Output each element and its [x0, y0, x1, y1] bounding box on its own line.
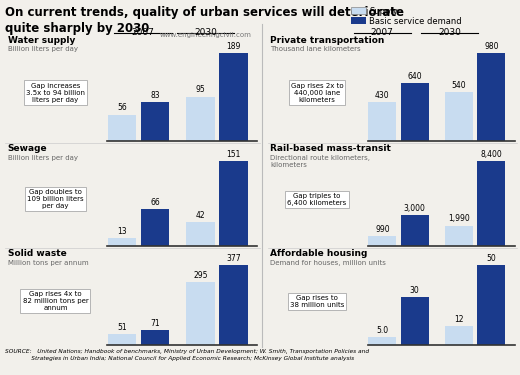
Text: Gap doubles to
109 billion liters
per day: Gap doubles to 109 billion liters per da… — [27, 189, 84, 209]
Bar — [368, 102, 396, 141]
Text: 540: 540 — [451, 81, 466, 90]
Text: 2007: 2007 — [132, 28, 154, 37]
Text: On current trends, quality of urban services will deteriorate
quite sharply by 2: On current trends, quality of urban serv… — [5, 6, 404, 34]
Bar — [445, 92, 473, 141]
Text: Gap rises to
38 million units: Gap rises to 38 million units — [290, 295, 344, 307]
Text: 2030: 2030 — [438, 28, 461, 37]
Text: 980: 980 — [484, 42, 499, 51]
Bar — [445, 226, 473, 246]
Text: 13: 13 — [118, 227, 127, 236]
Text: 8,400: 8,400 — [480, 150, 502, 159]
Text: Billion liters per day: Billion liters per day — [8, 155, 78, 161]
Text: 71: 71 — [150, 319, 160, 328]
Bar — [219, 161, 248, 246]
Text: 151: 151 — [226, 150, 241, 159]
Bar — [141, 102, 170, 141]
Bar — [477, 53, 505, 141]
Text: 56: 56 — [118, 104, 127, 112]
Bar — [141, 209, 170, 246]
Text: Private transportation: Private transportation — [270, 36, 385, 45]
Bar — [186, 222, 215, 246]
Bar — [401, 83, 428, 141]
Text: 1,990: 1,990 — [448, 214, 470, 223]
Text: 83: 83 — [150, 91, 160, 100]
Text: Gap rises 4x to
82 million tons per
annum: Gap rises 4x to 82 million tons per annu… — [22, 291, 88, 311]
Text: Affordable housing: Affordable housing — [270, 249, 368, 258]
Bar — [477, 161, 505, 246]
Text: Directional route kilometers,
kilometers: Directional route kilometers, kilometers — [270, 155, 370, 168]
Text: 42: 42 — [196, 211, 205, 220]
Text: Supply: Supply — [369, 8, 398, 16]
Text: Sewage: Sewage — [8, 144, 47, 153]
Bar — [186, 282, 215, 345]
Text: 990: 990 — [375, 225, 389, 234]
Text: 377: 377 — [226, 254, 241, 263]
Text: Gap triples to
6,400 kilometers: Gap triples to 6,400 kilometers — [288, 193, 346, 206]
Text: SOURCE:   United Nations; Handbook of benchmarks, Ministry of Urban Development;: SOURCE: United Nations; Handbook of benc… — [5, 350, 369, 354]
Bar — [186, 97, 215, 141]
Text: 12: 12 — [454, 315, 464, 324]
Bar — [219, 265, 248, 345]
Bar — [108, 115, 136, 141]
Text: 640: 640 — [407, 72, 422, 81]
Text: Basic service demand: Basic service demand — [369, 17, 462, 26]
Text: Rail-based mass-transit: Rail-based mass-transit — [270, 144, 391, 153]
Text: Strategies in Urban India; National Council for Applied Economic Research; McKin: Strategies in Urban India; National Coun… — [5, 356, 354, 361]
Text: Gap rises 2x to
440,000 lane
kilometers: Gap rises 2x to 440,000 lane kilometers — [291, 82, 343, 102]
Text: 430: 430 — [375, 91, 389, 100]
Text: Gap increases
3.5x to 94 billion
liters per day: Gap increases 3.5x to 94 billion liters … — [26, 82, 85, 102]
Bar — [219, 53, 248, 141]
Bar — [401, 297, 428, 345]
Text: 66: 66 — [150, 198, 160, 207]
Text: 2007: 2007 — [371, 28, 394, 37]
Text: 50: 50 — [486, 254, 496, 263]
Text: 5.0: 5.0 — [376, 326, 388, 335]
Text: 30: 30 — [410, 286, 420, 295]
Text: Water supply: Water supply — [8, 36, 75, 45]
Text: Billion liters per day: Billion liters per day — [8, 46, 78, 52]
Bar — [368, 236, 396, 246]
Text: Demand for houses, million units: Demand for houses, million units — [270, 260, 386, 266]
Text: Thousand lane kilometers: Thousand lane kilometers — [270, 46, 361, 52]
Text: 95: 95 — [196, 86, 205, 94]
Text: www.engineeringcivil.com: www.engineeringcivil.com — [160, 32, 251, 38]
Bar — [368, 337, 396, 345]
Text: Million tons per annum: Million tons per annum — [8, 260, 88, 266]
Text: 51: 51 — [118, 323, 127, 332]
Bar — [477, 265, 505, 345]
Text: Solid waste: Solid waste — [8, 249, 67, 258]
Text: 295: 295 — [193, 272, 207, 280]
Bar — [445, 326, 473, 345]
Text: 189: 189 — [226, 42, 241, 51]
Bar — [108, 238, 136, 246]
Bar — [108, 334, 136, 345]
Bar — [141, 330, 170, 345]
Text: 3,000: 3,000 — [404, 204, 426, 213]
Bar — [401, 215, 428, 246]
Text: 2030: 2030 — [194, 28, 217, 37]
